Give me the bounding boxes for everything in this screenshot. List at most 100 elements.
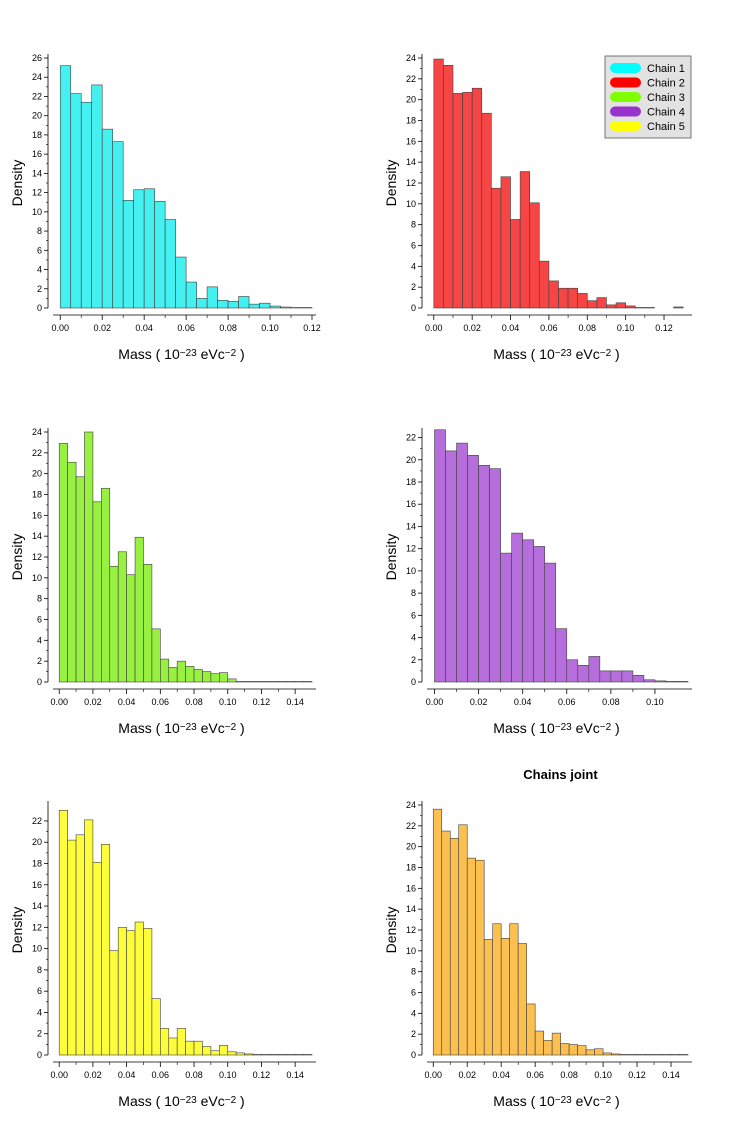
x-axis-label: Mass ( 10−23 eVc−2 ) [493,1093,619,1109]
histogram-bar [261,681,271,683]
histogram-bar [644,307,655,309]
y-tick-label: 20 [406,95,416,105]
y-tick-label: 14 [406,904,416,914]
histogram-bar [602,1052,612,1056]
histogram-bar [248,303,260,309]
x-tick-label: 0.12 [303,323,321,333]
histogram-bar [543,1040,553,1056]
x-label-text: eVc [572,720,600,736]
y-tick-label: 16 [32,510,42,520]
x-tick-label: 0.10 [594,1070,612,1080]
x-axis-label: Mass ( 10−23 eVc−2 ) [118,720,244,736]
x-label-text: eVc [197,720,225,736]
y-tick-label: 14 [406,157,416,167]
histogram-bar [643,679,656,683]
x-label-text: eVc [572,346,600,362]
histogram-bar [154,200,166,309]
x-tick-label: 0.02 [93,323,111,333]
y-tick-label: 10 [32,573,42,583]
histogram-bar [610,670,623,683]
y-tick-label: 18 [406,863,416,873]
histogram-bar [568,1044,578,1056]
y-tick-label: 10 [32,207,42,217]
legend: Chain 1 Chain 2 Chain 3 Chain 4 Chain 5 [604,55,692,139]
histogram-bar [168,667,178,683]
x-tick-label: 0.00 [50,697,68,707]
histogram-bar [185,1040,195,1056]
histogram-bar [526,1003,536,1056]
y-tick-label: 24 [406,800,416,810]
histogram-bar [244,1053,254,1056]
histogram-bar [117,927,127,1056]
histogram-bar [606,304,617,309]
histogram-bar [277,1054,288,1056]
x-label-text: Mass ( 10 [118,720,180,736]
histogram-bar [196,298,208,309]
histogram-bar [489,468,501,683]
x-label-text: ) [236,1093,245,1109]
histogram-bar [433,58,444,309]
histogram-bar [510,219,521,309]
histogram-bar [210,1050,220,1056]
histogram-bar [456,442,468,683]
histogram-bar [185,281,197,309]
histogram-bar [219,672,229,683]
x-tick-label: 0.08 [185,697,203,707]
histogram-panel-4: 0 2 4 6 8 10 12 14 16 18 20 22 0.00 0.02 0.04 0.06 0.08 0… [383,428,692,736]
histogram-bar [84,431,94,683]
x-tick-label: 0.02 [463,323,481,333]
histogram-bar [467,455,479,683]
histogram-bar [235,1052,245,1056]
histogram-bar [109,950,119,1056]
histogram-bar [244,681,254,683]
y-tick-label: 24 [32,72,42,82]
y-tick-label: 20 [32,837,42,847]
y-tick-label: 22 [32,816,42,826]
x-label-text: eVc [197,1093,225,1109]
y-tick-label: 16 [406,883,416,893]
y-tick-label: 12 [406,925,416,935]
y-tick-label: 14 [32,168,42,178]
y-tick-label: 22 [32,448,42,458]
legend-label: Chain 5 [647,121,685,133]
x-label-exponent: −23 [555,722,572,733]
y-tick-label: 14 [406,521,416,531]
x-tick-label: 0.10 [219,1070,237,1080]
histogram-bar [277,681,288,683]
histogram-bar [466,857,476,1056]
x-tick-label: 0.00 [51,323,69,333]
x-tick-label: 0.06 [152,697,170,707]
histogram-bar [517,943,527,1056]
y-tick-label: 8 [37,594,42,604]
y-tick-label: 26 [32,53,42,63]
x-label-text: Mass ( 10 [118,1093,180,1109]
histogram-bar [133,189,145,309]
y-tick-label: 0 [411,677,416,687]
histogram-bar [471,87,483,309]
histogram-bar [84,819,94,1056]
y-tick-label: 14 [32,901,42,911]
y-tick-label: 18 [32,859,42,869]
histogram-bar [628,1054,638,1056]
x-label-text: Mass ( 10 [493,720,555,736]
y-tick-label: 12 [406,544,416,554]
x-tick-label: 0.08 [602,697,620,707]
x-label-text: ) [611,1093,620,1109]
x-tick-label: 0.04 [135,323,153,333]
histogram-bar [534,1030,544,1056]
histogram-bar [645,1054,655,1056]
histogram-bar [500,938,510,1056]
x-label-exponent: −23 [555,1095,572,1106]
x-label-text: ) [611,346,620,362]
x-tick-label: 0.10 [261,323,279,333]
y-tick-label: 8 [411,220,416,230]
legend-label: Chain 4 [647,107,685,119]
x-tick-label: 0.14 [662,1070,680,1080]
x-tick-label: 0.04 [118,1070,136,1080]
histogram-panel-5: 0 2 4 6 8 10 12 14 16 18 20 22 0.00 0.02 0.04 0.06 0.08 0… [9,801,316,1109]
x-label-text: Mass ( 10 [493,346,555,362]
y-tick-label: 20 [32,469,42,479]
histogram-bar [548,280,559,309]
y-tick-label: 4 [37,1007,42,1017]
histogram-bar [219,1045,229,1056]
